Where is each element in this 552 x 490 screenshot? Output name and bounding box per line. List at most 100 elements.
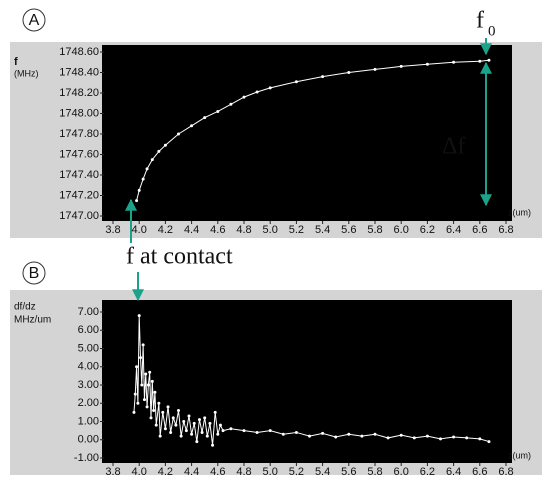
data-point — [174, 423, 178, 427]
data-point — [452, 435, 456, 439]
x-tick-label: 4.0 — [132, 224, 147, 236]
data-point — [321, 431, 325, 435]
data-point — [294, 80, 298, 84]
data-point — [373, 432, 377, 436]
data-point — [141, 343, 145, 347]
data-point — [321, 75, 325, 79]
data-point — [179, 434, 183, 438]
data-point — [229, 102, 233, 106]
data-point — [184, 429, 188, 433]
data-point — [135, 365, 139, 369]
data-point — [478, 437, 482, 441]
data-line — [136, 59, 490, 201]
data-point — [161, 410, 165, 414]
data-point — [208, 421, 212, 425]
panel-circle — [22, 261, 46, 285]
data-point — [399, 64, 403, 68]
data-point — [452, 60, 456, 64]
data-point — [425, 62, 429, 66]
x-tick-label: 4.6 — [210, 224, 225, 236]
data-point — [197, 418, 201, 422]
data-point — [139, 356, 143, 360]
data-point — [133, 392, 137, 396]
x-tick-label: 6.8 — [498, 224, 513, 236]
x-tick-label: 5.2 — [289, 466, 304, 478]
x-tick-label: 5.0 — [263, 224, 278, 236]
x-tick-label: 6.0 — [394, 224, 409, 236]
data-point — [487, 440, 491, 444]
x-tick-label: 6.2 — [420, 224, 435, 236]
data-point — [334, 435, 338, 439]
data-point — [294, 430, 298, 434]
y-tick-label: 1747.60 — [59, 148, 99, 160]
y-tick-label: 1747.40 — [59, 169, 99, 181]
data-point — [190, 124, 194, 128]
y-tick-label: -1.00 — [74, 452, 99, 464]
x-tick-label: 4.4 — [184, 466, 199, 478]
x-tick-label: 5.2 — [289, 224, 304, 236]
data-point — [195, 440, 199, 444]
data-point — [136, 401, 140, 405]
panel-label: B — [29, 265, 40, 282]
f0-label: f — [476, 8, 484, 34]
data-point — [216, 109, 220, 113]
data-point — [281, 432, 285, 436]
x-tick-label: 6.4 — [446, 224, 461, 236]
data-point — [158, 434, 162, 438]
data-point — [308, 434, 311, 438]
x-tick-label: 5.6 — [341, 466, 356, 478]
data-point — [213, 410, 217, 414]
data-point — [148, 370, 152, 374]
y-tick-label: 1748.40 — [59, 66, 99, 78]
data-point — [149, 416, 153, 420]
x-tick-label: 6.2 — [420, 466, 435, 478]
data-point — [169, 430, 173, 434]
data-point — [425, 434, 429, 438]
y-label: df/dz — [14, 302, 36, 313]
data-point — [152, 409, 156, 413]
x-tick-label: 5.8 — [367, 466, 382, 478]
data-point — [465, 436, 469, 440]
x-tick-label: 4.8 — [236, 224, 251, 236]
y-tick-label: 5.00 — [78, 342, 99, 354]
data-point — [203, 416, 207, 420]
data-point — [137, 188, 141, 192]
data-point — [135, 199, 139, 203]
data-point — [347, 71, 351, 74]
data-point — [255, 430, 259, 434]
data-point — [142, 398, 146, 402]
x-tick-label: 4.8 — [236, 466, 251, 478]
plot-area — [102, 300, 512, 463]
data-point — [203, 116, 207, 120]
data-point — [216, 432, 220, 436]
y-unit: MHz/um — [14, 315, 51, 326]
data-point — [229, 427, 233, 431]
y-tick-label: 1748.20 — [59, 87, 99, 99]
panel-label: A — [29, 12, 40, 29]
data-point — [150, 158, 154, 162]
data-point — [386, 436, 390, 440]
data-point — [177, 132, 180, 136]
data-point — [268, 86, 272, 90]
y-tick-label: 2.00 — [78, 397, 99, 409]
x-tick-label: 6.6 — [472, 224, 487, 236]
y-tick-label: 1748.00 — [59, 107, 99, 119]
data-point — [146, 383, 150, 387]
delta-f-label: Δf — [442, 134, 465, 160]
plot-area — [102, 45, 512, 221]
data-point — [163, 427, 167, 431]
data-point — [218, 423, 222, 427]
data-point — [177, 409, 180, 413]
data-point — [166, 405, 170, 409]
data-point — [211, 443, 215, 447]
x-tick-label: 5.6 — [341, 224, 356, 236]
y-tick-label: 1748.60 — [59, 46, 99, 58]
data-point — [242, 95, 246, 99]
x-tick-label: 4.0 — [132, 466, 147, 478]
data-point — [399, 433, 403, 437]
data-point — [154, 423, 158, 427]
data-point — [439, 437, 442, 441]
x-tick-label: 6.0 — [394, 466, 409, 478]
data-point — [145, 405, 149, 409]
data-point — [132, 410, 136, 414]
